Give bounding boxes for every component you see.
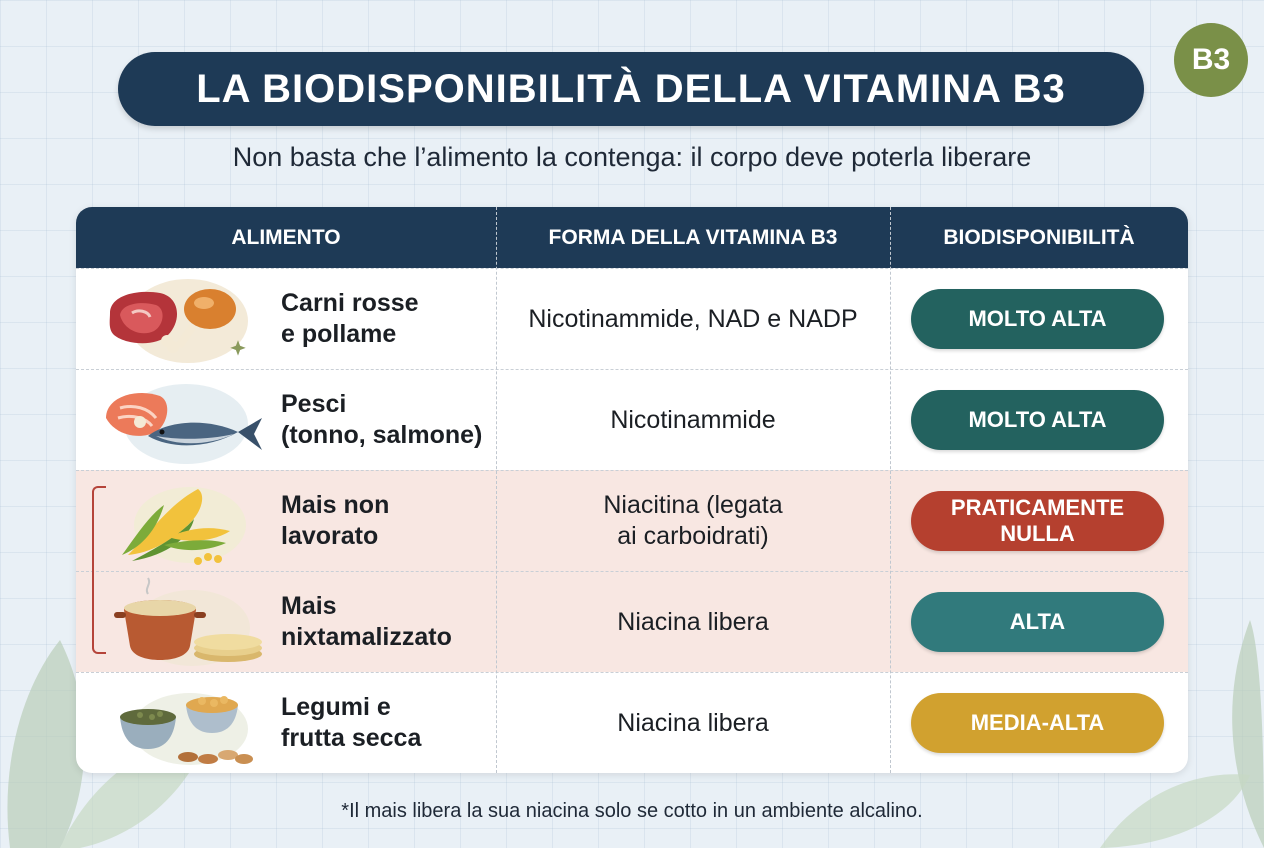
food-name: Legumi e frutta secca [281, 673, 496, 773]
corn-group-bracket [92, 486, 106, 654]
food-line-1: Mais [281, 592, 337, 620]
leaf-right-decoration [1100, 620, 1264, 848]
form-line-1: Niacina libera [617, 708, 769, 737]
bioavailability-badge: PRATICAMENTE NULLA [911, 491, 1164, 551]
food-line-2: nixtamalizzato [281, 623, 452, 651]
form-line-1: Nicotinammide, NAD e NADP [528, 304, 858, 333]
bioavailability-table: ALIMENTO FORMA DELLA VITAMINA B3 BIODISP… [76, 207, 1188, 773]
meat-icon [109, 279, 248, 363]
vitamin-form: Nicotinammide [496, 370, 890, 470]
fish-icon [106, 384, 262, 464]
form-line-1: Nicotinammide [610, 405, 776, 434]
table-row: Legumi e frutta secca Niacina libera MEDI… [76, 672, 1188, 773]
food-line-2: e pollame [281, 320, 397, 348]
column-header-bioavailability: BIODISPONIBILITÀ [943, 225, 1135, 249]
vitamin-form: Niacitina (legata ai carboidrati) [496, 471, 890, 571]
column-header-food: ALIMENTO [231, 225, 341, 249]
vitamin-form: Nicotinammide, NAD e NADP [496, 269, 890, 369]
table-header: ALIMENTO FORMA DELLA VITAMINA B3 BIODISP… [76, 207, 1188, 268]
food-name: Mais nixtamalizzato [281, 572, 496, 672]
form-line-1: Niacitina (legata [603, 491, 783, 519]
bio-line-1: MEDIA-ALTA [970, 710, 1105, 735]
food-line-1: Mais non [281, 491, 390, 519]
food-line-1: Pesci [281, 390, 347, 418]
bioavailability-badge: ALTA [911, 592, 1164, 652]
food-line-1: Legumi e [281, 693, 391, 721]
bioavailability-badge: MEDIA-ALTA [911, 693, 1164, 753]
column-divider [496, 207, 497, 773]
subtitle: Non basta che l’alimento la contenga: il… [232, 142, 1032, 172]
column-divider [890, 207, 891, 773]
footnote: *Il mais libera la sua niacina solo se c… [341, 800, 923, 822]
bioavailability-badge: MOLTO ALTA [911, 390, 1164, 450]
pot-tortilla-icon [114, 577, 262, 666]
food-line-2: frutta secca [281, 724, 422, 752]
food-name: Mais non lavorato [281, 471, 496, 571]
food-line-2: lavorato [281, 522, 379, 550]
food-line-1: Carni rosse [281, 289, 419, 317]
bio-line-1: MOLTO ALTA [968, 306, 1107, 331]
form-line-1: Niacina libera [617, 607, 769, 636]
food-name: Carni rosse e pollame [281, 269, 496, 369]
bioavailability-badge: MOLTO ALTA [911, 289, 1164, 349]
bio-line-1: MOLTO ALTA [968, 407, 1107, 432]
table-row: Mais non lavorato Niacitina (legata ai car… [76, 470, 1188, 571]
vitamin-form: Niacina libera [496, 673, 890, 773]
form-line-2: ai carboidrati) [617, 522, 769, 550]
corn-icon [122, 487, 246, 565]
bio-line-2: NULLA [1000, 521, 1075, 546]
page-title: LA BIODISPONIBILITÀ DELLA VITAMINA B3 [196, 66, 1066, 111]
table-row: Mais nixtamalizzato Niacina libera ALTA [76, 571, 1188, 672]
vitamin-form: Niacina libera [496, 572, 890, 672]
bio-line-1: PRATICAMENTE [950, 495, 1125, 520]
vitamin-badge: B3 [1174, 23, 1248, 97]
food-line-2: (tonno, salmone) [281, 421, 483, 449]
food-name: Pesci (tonno, salmone) [281, 370, 496, 470]
bio-line-1: ALTA [1009, 609, 1066, 634]
title-banner: LA BIODISPONIBILITÀ DELLA VITAMINA B3 [118, 52, 1144, 126]
column-header-form: FORMA DELLA VITAMINA B3 [548, 225, 838, 249]
table-row: Pesci (tonno, salmone) Nicotinammide MOLT… [76, 369, 1188, 470]
legumes-nuts-icon [120, 693, 253, 765]
table-row: Carni rosse e pollame Nicotinammide, NAD … [76, 268, 1188, 369]
